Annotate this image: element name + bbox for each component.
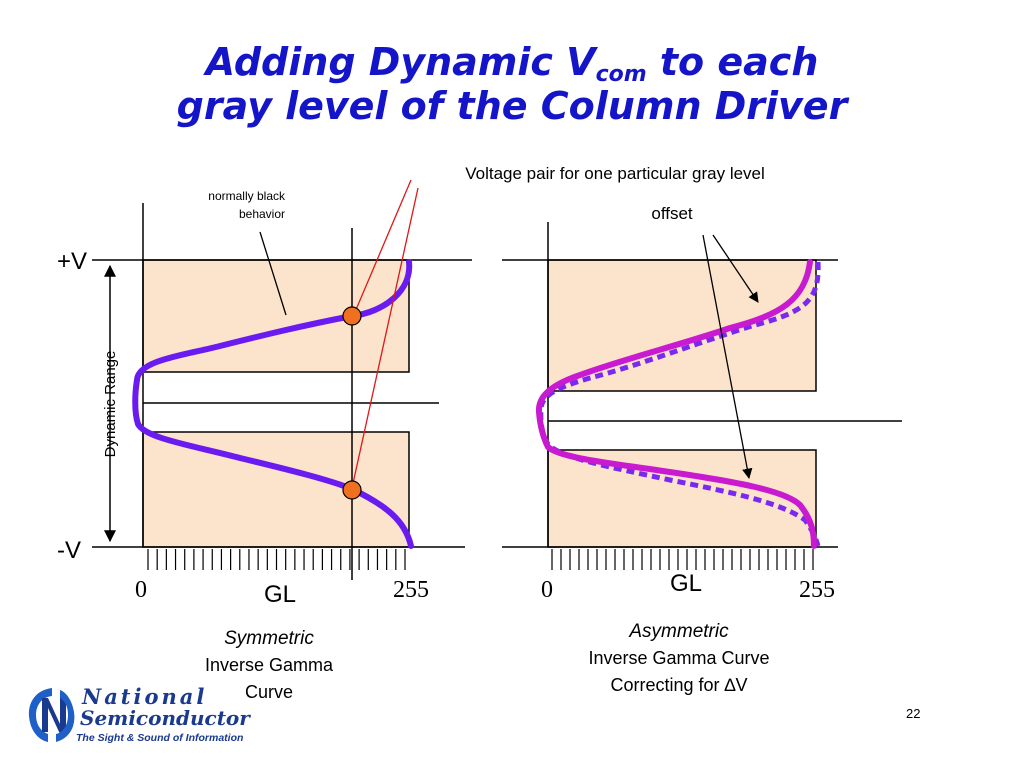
- slide-title: Adding Dynamic Vcom to each gray level o…: [0, 40, 1024, 128]
- right-caption-title: Asymmetric: [628, 621, 729, 642]
- asymmetric-solid-curve: [535, 259, 817, 549]
- left-x-min-label: 0: [135, 577, 147, 603]
- offset-arrow-upper: [712, 234, 759, 303]
- logo-word-national: National: [82, 684, 208, 709]
- left-caption-line-2: Inverse Gamma: [205, 655, 334, 675]
- logo-n-icon: [28, 688, 75, 742]
- voltage-pair-label: Voltage pair for one particular gray lev…: [465, 164, 765, 183]
- title-line-1: Adding Dynamic Vcom to each: [0, 40, 1024, 87]
- company-logo: National Semiconductor The Sight & Sound…: [26, 680, 250, 750]
- right-x-min-label: 0: [541, 577, 553, 603]
- normally-black-label-line-1: normally black: [208, 189, 286, 203]
- left-x-axis-label: GL: [264, 581, 296, 608]
- logo-word-semiconductor: Semiconductor: [80, 706, 250, 730]
- plus-v-label: +V: [57, 248, 87, 275]
- right-caption-line-3: Correcting for ∆V: [610, 675, 747, 695]
- left-gl-ticks: [147, 549, 406, 570]
- left-x-max-label: 255: [393, 577, 429, 603]
- normally-black-label-line-2: behavior: [239, 207, 285, 221]
- left-caption-line-3: Curve: [245, 682, 293, 702]
- right-x-axis-label: GL: [670, 570, 702, 597]
- right-gl-ticks: [551, 549, 814, 570]
- delta-v-symbol: ∆V: [725, 675, 748, 695]
- title-line-1-end: to each: [646, 40, 819, 84]
- title-subscript: com: [595, 62, 647, 87]
- page-number: 22: [906, 706, 921, 721]
- offset-label: offset: [651, 204, 693, 223]
- right-x-max-label: 255: [799, 577, 835, 603]
- pointer-line-upper: [354, 179, 412, 313]
- right-caption-line-3-prefix: Correcting for: [610, 675, 724, 695]
- pointer-line-lower: [351, 187, 419, 489]
- left-panel: [92, 179, 472, 580]
- normally-black-pointer: [259, 231, 287, 316]
- lower-voltage-marker: [342, 480, 362, 500]
- left-lower-box: [142, 431, 410, 548]
- symmetric-gamma-curve: [132, 259, 414, 549]
- title-line-2: gray level of the Column Driver: [176, 84, 848, 128]
- minus-v-label: -V: [57, 537, 81, 564]
- right-lower-box: [547, 449, 817, 548]
- title-line-1-start: Adding Dynamic V: [205, 40, 596, 84]
- logo-tagline: The Sight & Sound of Information: [76, 732, 244, 744]
- dynamic-range-label: Dynamic Range: [102, 351, 119, 458]
- offset-arrow-lower: [702, 234, 753, 480]
- right-panel: [502, 222, 902, 570]
- right-caption-line-2: Inverse Gamma Curve: [588, 648, 769, 668]
- left-caption-title: Symmetric: [224, 628, 314, 649]
- upper-voltage-marker: [342, 306, 362, 326]
